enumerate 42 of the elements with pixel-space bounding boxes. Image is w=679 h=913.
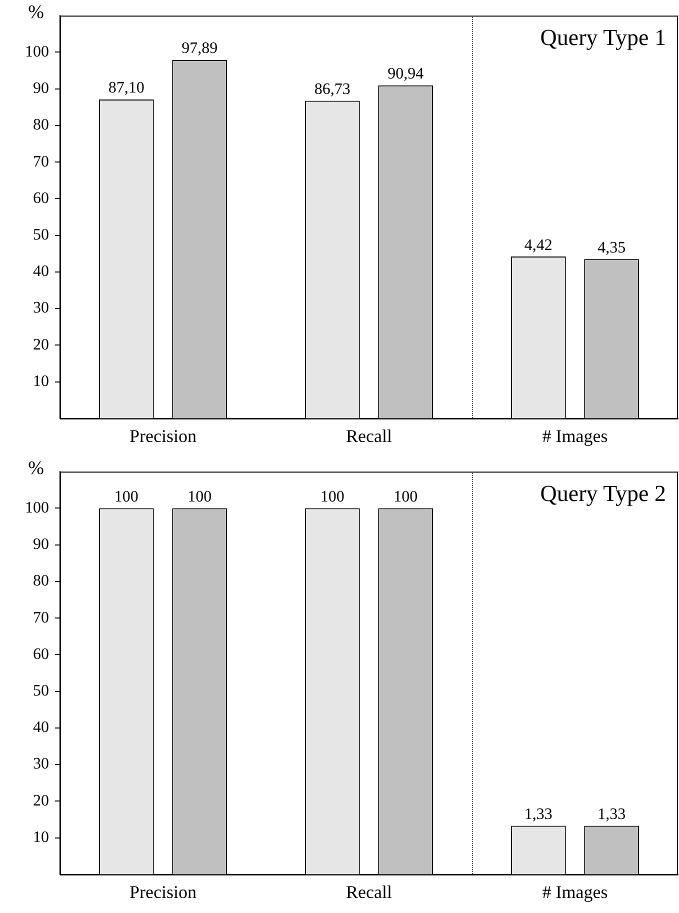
y-tick-label: 100 [25,499,49,516]
x-tick-label: Recall [346,426,392,446]
y-tick-label: 20 [33,792,49,810]
data-label: 100 [394,488,418,506]
y-tick-label: 10 [33,372,49,390]
y-tick-label: 90 [33,80,49,98]
annotation: Query Type 1 [540,25,666,50]
y-tick-label: 80 [33,572,49,590]
data-label: 100 [188,488,212,506]
y-axis-title: % [28,2,44,24]
y-tick-label: 60 [33,190,49,207]
y-tick-label: 90 [33,536,49,554]
y-tick-label: 20 [33,336,49,354]
data-label: 4,42 [524,236,552,254]
data-label: 97,89 [182,40,218,58]
y-tick-label: 30 [33,300,49,317]
data-label: 4,35 [598,239,626,256]
data-label: 1,33 [598,806,626,823]
y-tick-label: 10 [33,828,49,846]
x-tick-label: Recall [346,882,392,902]
y-tick-label: 70 [33,609,49,626]
y-tick-label: 40 [33,263,49,280]
y-tick-label: 50 [33,226,49,244]
data-label: 100 [320,488,344,506]
y-tick-label: 80 [33,116,49,134]
x-tick-label: # Images [542,426,608,446]
x-tick-label: # Images [542,882,608,902]
y-axis-title: % [28,458,44,480]
y-tick-label: 100 [25,43,49,60]
data-label: 90,94 [388,66,424,83]
data-label: 87,10 [108,80,144,97]
y-tick-label: 40 [33,719,49,736]
x-tick-label: Precision [130,882,196,902]
y-tick-label: 50 [33,682,49,700]
y-tick-label: 70 [33,153,49,170]
y-tick-label: 30 [33,756,49,773]
y-tick-label: 60 [33,646,49,663]
annotation: Query Type 2 [540,481,666,506]
data-label: 86,73 [314,81,350,98]
data-label: 1,33 [524,806,552,823]
x-tick-label: Precision [130,426,196,446]
data-label: 100 [114,488,138,506]
